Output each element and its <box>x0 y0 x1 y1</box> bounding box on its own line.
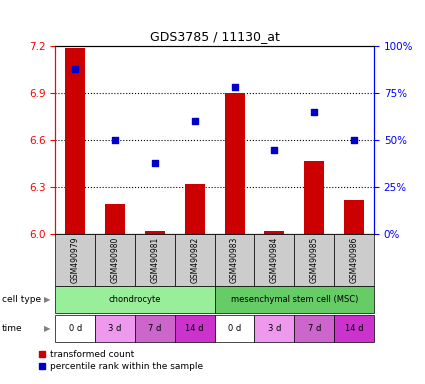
Text: ▶: ▶ <box>43 295 50 304</box>
Text: 7 d: 7 d <box>148 324 162 333</box>
Point <box>112 137 119 143</box>
Bar <box>55 315 95 342</box>
Legend: transformed count, percentile rank within the sample: transformed count, percentile rank withi… <box>39 350 204 371</box>
Bar <box>95 234 135 286</box>
Point <box>271 146 278 152</box>
Bar <box>215 286 374 313</box>
Bar <box>55 286 215 313</box>
Text: chondrocyte: chondrocyte <box>109 295 161 304</box>
Text: 3 d: 3 d <box>108 324 122 333</box>
Bar <box>135 315 175 342</box>
Bar <box>215 234 255 286</box>
Bar <box>175 234 215 286</box>
Point <box>191 118 198 124</box>
Bar <box>105 204 125 234</box>
Text: 0 d: 0 d <box>228 324 241 333</box>
Bar <box>135 234 175 286</box>
Bar <box>334 315 374 342</box>
Bar <box>264 231 284 234</box>
Title: GDS3785 / 11130_at: GDS3785 / 11130_at <box>150 30 280 43</box>
Point <box>311 109 317 115</box>
Text: GSM490979: GSM490979 <box>71 237 79 283</box>
Text: 0 d: 0 d <box>68 324 82 333</box>
Point <box>231 84 238 91</box>
Text: ▶: ▶ <box>43 324 50 333</box>
Bar <box>304 161 324 234</box>
Text: 14 d: 14 d <box>345 324 363 333</box>
Point <box>151 160 158 166</box>
Bar <box>55 234 95 286</box>
Bar <box>334 234 374 286</box>
Bar <box>255 234 294 286</box>
Text: mesenchymal stem cell (MSC): mesenchymal stem cell (MSC) <box>231 295 358 304</box>
Point <box>351 137 357 143</box>
Text: GSM490983: GSM490983 <box>230 237 239 283</box>
Bar <box>294 234 334 286</box>
Text: time: time <box>2 324 23 333</box>
Text: 14 d: 14 d <box>185 324 204 333</box>
Bar <box>145 231 165 234</box>
Text: GSM490985: GSM490985 <box>310 237 319 283</box>
Bar <box>215 315 255 342</box>
Point <box>72 66 79 72</box>
Bar <box>224 93 244 234</box>
Bar <box>294 315 334 342</box>
Text: GSM490981: GSM490981 <box>150 237 159 283</box>
Bar <box>185 184 205 234</box>
Text: GSM490982: GSM490982 <box>190 237 199 283</box>
Text: GSM490984: GSM490984 <box>270 237 279 283</box>
Text: GSM490980: GSM490980 <box>110 237 119 283</box>
Text: cell type: cell type <box>2 295 41 304</box>
Bar <box>175 315 215 342</box>
Bar <box>344 200 364 234</box>
Text: GSM490986: GSM490986 <box>350 237 359 283</box>
Text: 7 d: 7 d <box>308 324 321 333</box>
Bar <box>255 315 294 342</box>
Text: 3 d: 3 d <box>268 324 281 333</box>
Bar <box>95 315 135 342</box>
Bar <box>65 48 85 234</box>
